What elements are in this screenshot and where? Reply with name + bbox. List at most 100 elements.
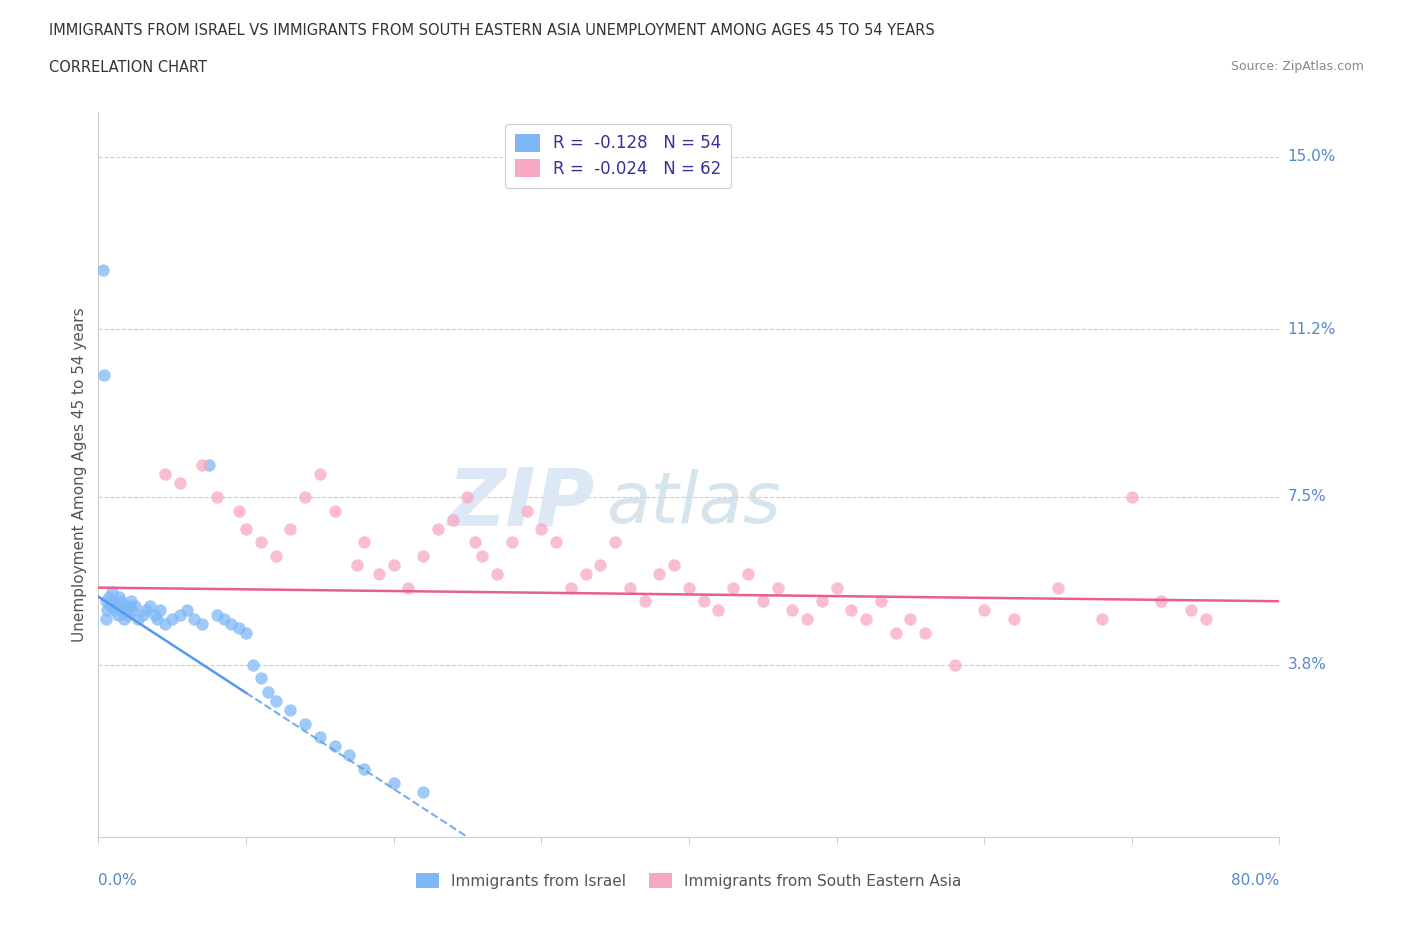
Point [250,671,273,685]
Point [796,612,818,627]
Text: CORRELATION CHART: CORRELATION CHART [49,60,207,75]
Point [782,603,804,618]
Point [169,607,191,622]
Point [242,658,264,672]
Point [212,612,235,627]
Point [257,684,280,699]
Point [107,607,129,622]
Point [382,776,405,790]
Point [153,617,176,631]
Point [900,612,922,627]
Point [264,549,287,564]
Point [825,580,848,595]
Point [118,598,141,613]
Point [124,598,146,613]
Point [737,566,759,581]
Point [198,458,221,472]
Point [135,603,157,618]
Point [1195,612,1218,627]
Point [634,594,657,609]
Point [153,467,176,482]
Point [678,580,700,595]
Point [105,598,128,613]
Point [108,590,131,604]
Point [110,594,132,609]
Point [228,621,250,636]
Point [811,594,834,609]
Point [427,521,450,536]
Point [294,716,316,731]
Point [693,594,716,609]
Point [486,566,509,581]
Point [884,626,907,641]
Point [149,603,172,618]
Point [191,617,214,631]
Point [139,598,162,613]
Point [441,512,464,527]
Point [1180,603,1202,618]
Text: 80.0%: 80.0% [1232,873,1279,888]
Point [530,521,553,536]
Point [664,558,686,573]
Text: 7.5%: 7.5% [1288,489,1326,504]
Point [294,489,316,504]
Point [235,521,257,536]
Point [162,612,183,627]
Point [1047,580,1070,595]
Point [117,607,139,622]
Text: ZIP: ZIP [447,464,595,542]
Point [516,503,538,518]
Point [398,580,420,595]
Point [619,580,641,595]
Point [914,626,936,641]
Point [870,594,893,609]
Point [228,503,250,518]
Point [205,607,228,622]
Point [94,594,117,609]
Point [855,612,877,627]
Text: 3.8%: 3.8% [1288,658,1327,672]
Point [93,367,115,382]
Text: 0.0%: 0.0% [98,873,138,888]
Point [1091,612,1114,627]
Point [471,549,494,564]
Point [346,558,368,573]
Point [169,476,191,491]
Point [412,784,434,799]
Point [575,566,598,581]
Point [589,558,612,573]
Point [323,738,346,753]
Text: Source: ZipAtlas.com: Source: ZipAtlas.com [1230,60,1364,73]
Point [309,730,332,745]
Point [707,603,730,618]
Point [339,748,361,763]
Point [111,603,134,618]
Point [368,566,391,581]
Point [264,694,287,709]
Point [127,612,149,627]
Point [121,603,143,618]
Point [115,603,138,618]
Point [1150,594,1173,609]
Point [104,603,127,618]
Point [91,263,114,278]
Point [112,612,135,627]
Text: 15.0%: 15.0% [1288,150,1336,165]
Legend: Immigrants from Israel, Immigrants from South Eastern Asia: Immigrants from Israel, Immigrants from … [411,867,967,895]
Point [96,603,118,618]
Point [546,535,568,550]
Point [94,612,117,627]
Point [176,603,198,618]
Point [501,535,523,550]
Point [1121,489,1143,504]
Point [97,590,120,604]
Point [309,467,332,482]
Point [103,594,125,609]
Point [605,535,627,550]
Point [280,703,302,718]
Point [752,594,775,609]
Point [973,603,995,618]
Point [943,658,966,672]
Point [205,489,228,504]
Text: atlas: atlas [606,469,780,538]
